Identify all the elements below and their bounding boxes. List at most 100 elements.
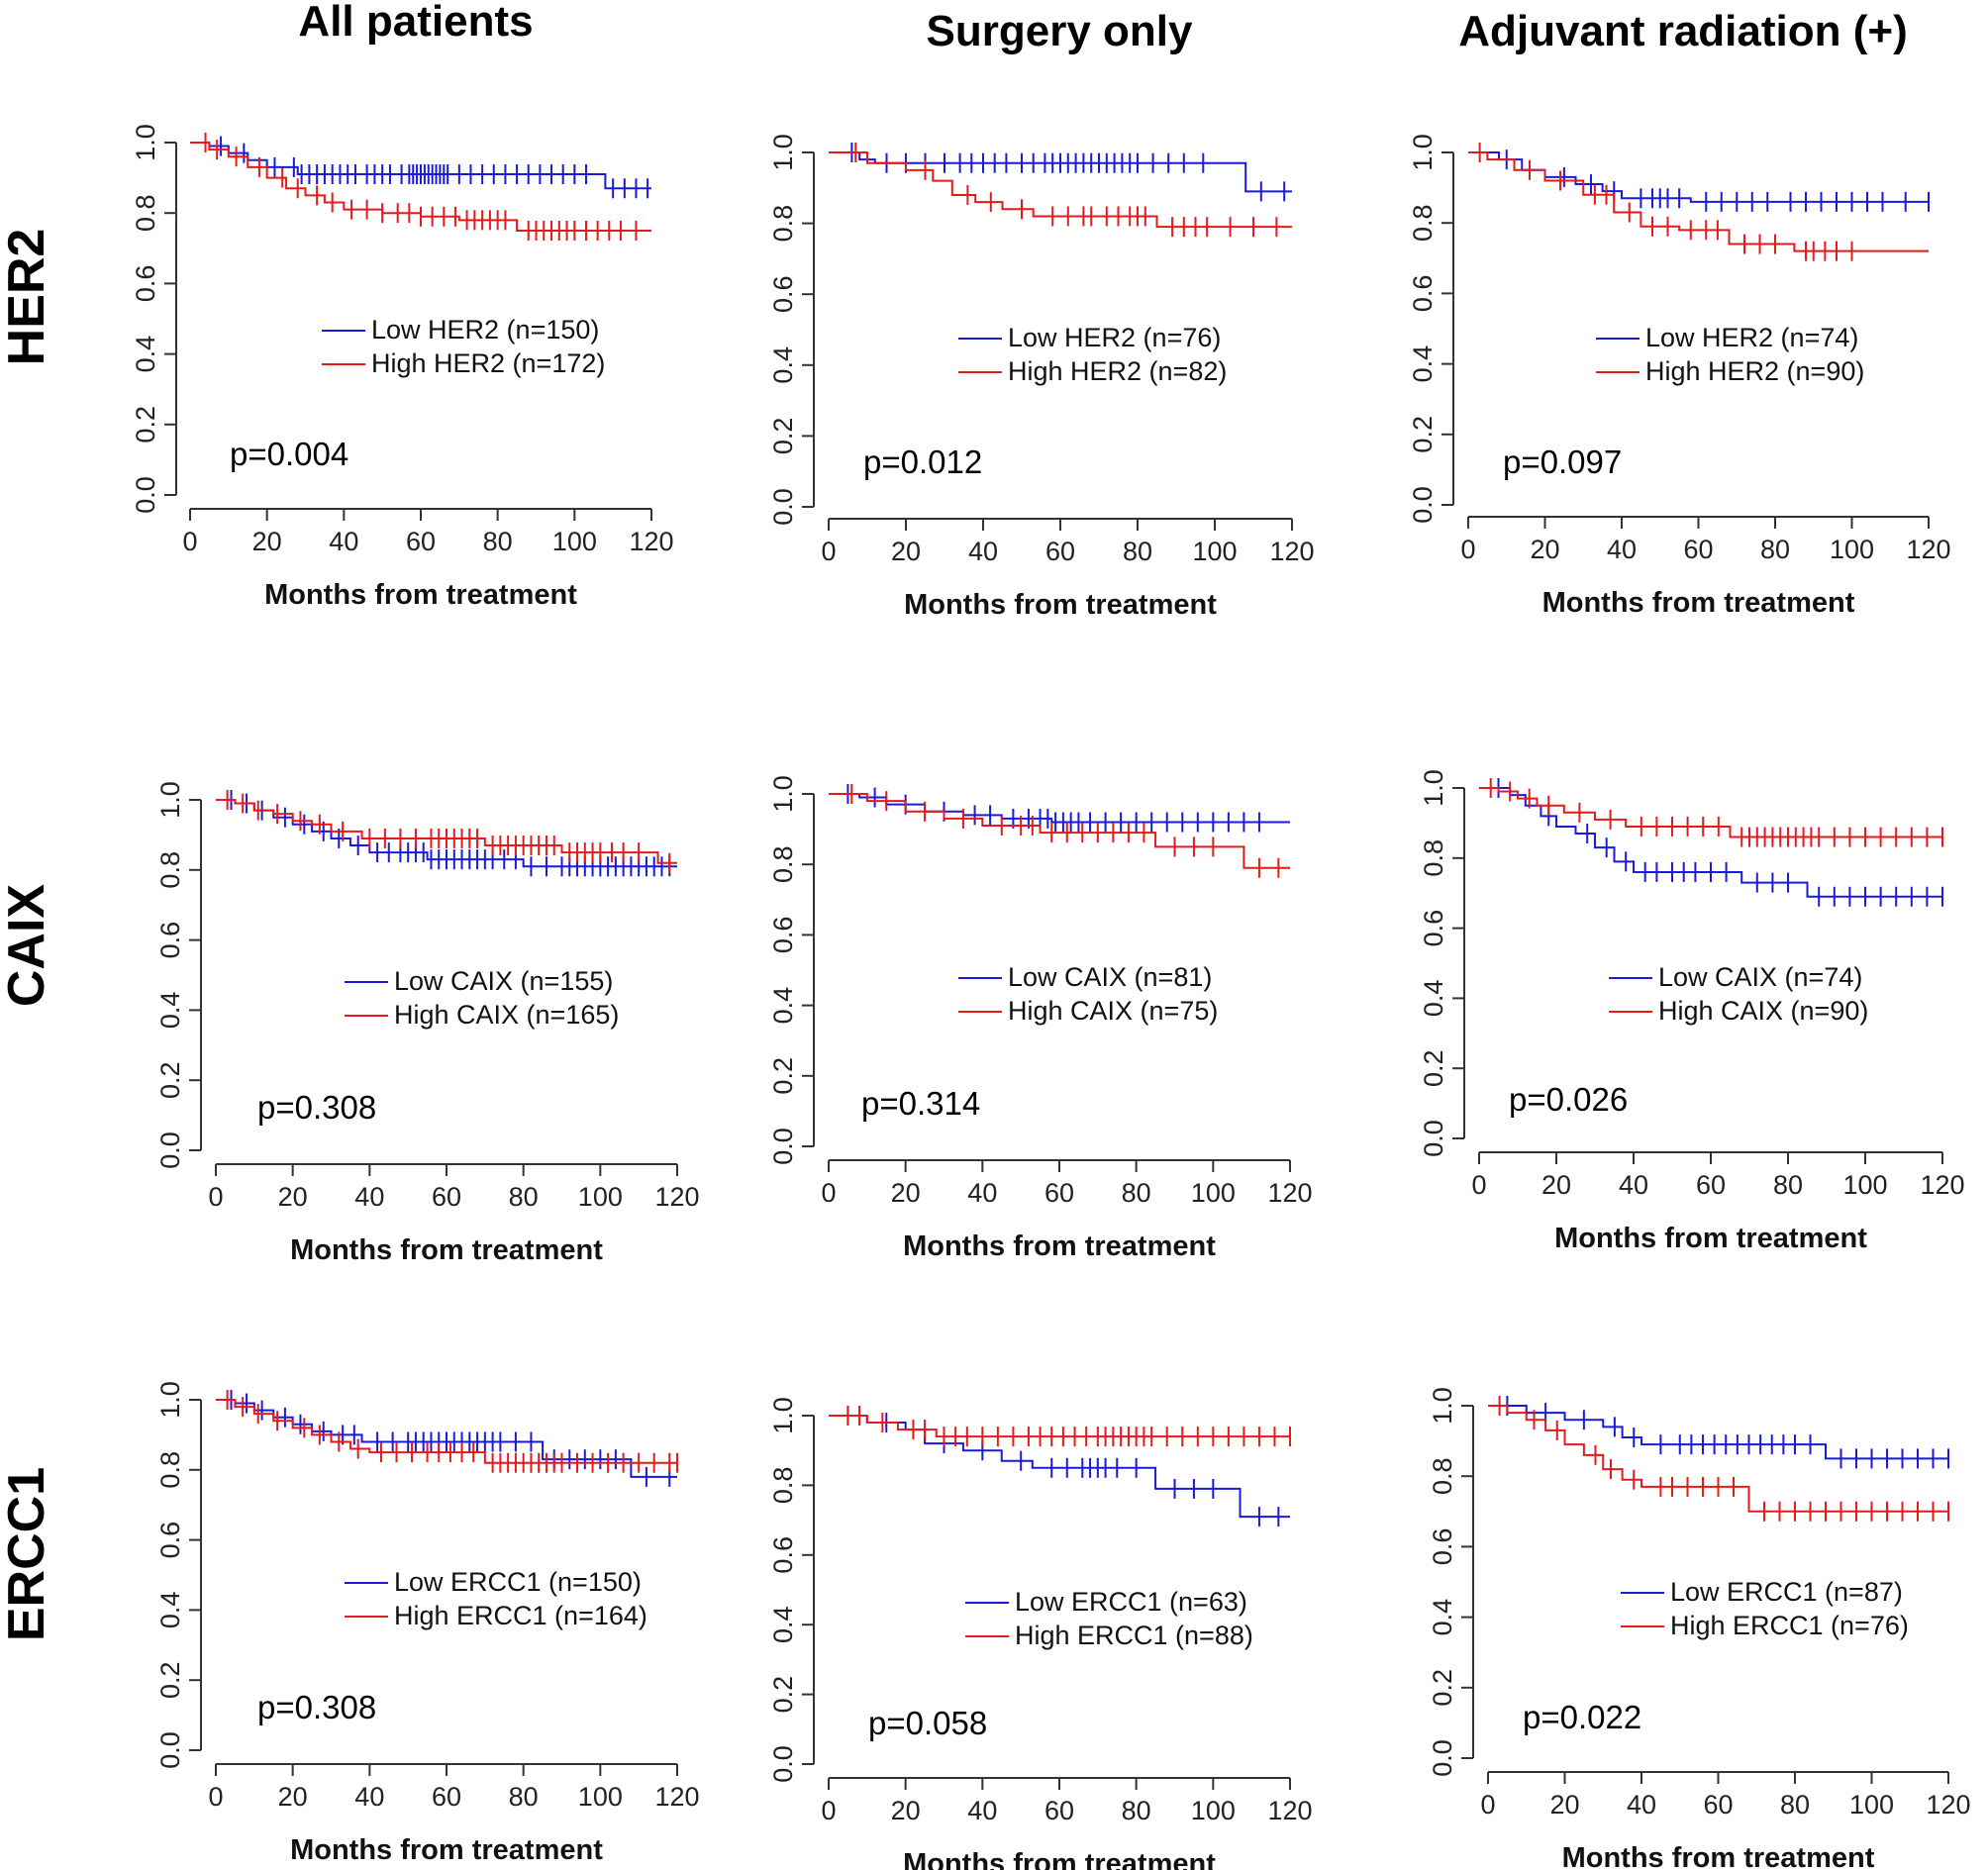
x-tick-label: 20 [1530, 535, 1559, 564]
legend-label: Low ERCC1 (n=150) [394, 1567, 642, 1597]
x-tick-label: 80 [1760, 535, 1790, 564]
legend-label: High HER2 (n=172) [371, 348, 605, 378]
y-tick-label: 0.8 [768, 1467, 798, 1505]
x-tick-label: 120 [654, 1782, 699, 1812]
km-series-high [829, 784, 1290, 878]
p-value: p=0.097 [1503, 443, 1622, 480]
x-tick-label: 20 [1549, 1790, 1579, 1820]
x-tick-label: 60 [1696, 1170, 1726, 1200]
x-axis-label: Months from treatment [903, 1848, 1216, 1870]
y-tick-label: 0.8 [1428, 1457, 1457, 1495]
x-tick-label: 80 [483, 527, 513, 556]
km-panel-caix-surgery-only: 0.0 0.2 0.4 0.6 0.8 1.0 0 20 40 60 80 100 120 Months … [768, 775, 1313, 1262]
x-axis-label: Months from treatment [1542, 587, 1855, 619]
x-tick-label: 0 [208, 1182, 223, 1212]
x-tick-label: 100 [1192, 537, 1237, 566]
y-tick-label: 0.4 [1408, 345, 1438, 383]
x-tick-label: 60 [432, 1782, 461, 1812]
survival-curve [1479, 787, 1942, 838]
y-tick-label: 0.8 [1419, 839, 1448, 877]
y-tick-label: 0.6 [768, 917, 798, 954]
survival-curve [829, 1415, 1290, 1438]
km-series-low [1488, 1396, 1949, 1469]
survival-curve [829, 793, 1290, 824]
y-tick-label: 0.4 [155, 1592, 185, 1629]
km-series-low [190, 136, 651, 199]
x-tick-label: 0 [182, 527, 197, 556]
y-tick-label: 0.8 [155, 1451, 185, 1489]
legend-label: High HER2 (n=82) [1008, 356, 1227, 386]
x-tick-label: 80 [1780, 1790, 1810, 1820]
x-tick-label: 20 [891, 1796, 921, 1825]
x-tick-label: 40 [329, 527, 358, 556]
legend-label: High ERCC1 (n=164) [394, 1601, 647, 1630]
y-tick-label: 0.8 [768, 205, 798, 243]
y-tick-label: 0.6 [1428, 1528, 1457, 1566]
y-tick-label: 0.0 [768, 488, 798, 526]
y-tick-label: 0.2 [1408, 416, 1438, 453]
p-value: p=0.308 [257, 1689, 376, 1725]
y-tick-label: 0.2 [155, 1661, 185, 1699]
x-tick-label: 20 [891, 537, 921, 566]
y-tick-label: 0.2 [131, 406, 160, 443]
km-series-high [190, 133, 651, 241]
y-tick-label: 0.4 [155, 992, 185, 1030]
p-value: p=0.026 [1509, 1081, 1628, 1118]
y-tick-label: 0.4 [131, 336, 160, 373]
x-tick-label: 120 [654, 1182, 699, 1212]
y-tick-label: 1.0 [1419, 769, 1448, 807]
panel-grid: 0.0 0.2 0.4 0.6 0.8 1.0 0 20 40 60 80 100 120 Months … [131, 124, 1971, 1870]
x-tick-label: 120 [1906, 535, 1950, 564]
legend-label: Low ERCC1 (n=63) [1015, 1587, 1247, 1617]
x-tick-label: 100 [1191, 1178, 1236, 1208]
km-series-low [1468, 149, 1930, 212]
legend-label: Low HER2 (n=150) [371, 315, 599, 344]
legend-label: High CAIX (n=75) [1008, 996, 1218, 1026]
x-tick-label: 40 [354, 1782, 384, 1812]
km-series-low [829, 143, 1292, 202]
x-tick-label: 80 [1773, 1170, 1803, 1200]
legend-label: High HER2 (n=90) [1645, 356, 1864, 386]
x-axis-label: Months from treatment [290, 1834, 603, 1866]
x-axis-label: Months from treatment [1554, 1223, 1867, 1254]
x-tick-label: 40 [968, 537, 998, 566]
y-tick-label: 0.0 [155, 1731, 185, 1769]
x-tick-label: 60 [1044, 1796, 1074, 1825]
x-tick-label: 0 [821, 1796, 836, 1825]
p-value: p=0.022 [1523, 1699, 1641, 1735]
survival-curve [190, 142, 651, 190]
x-tick-label: 100 [1830, 535, 1874, 564]
km-panel-caix-adjuvant-radiation: 0.0 0.2 0.4 0.6 0.8 1.0 0 20 40 60 80 100 120 Months … [1419, 769, 1965, 1254]
x-tick-label: 100 [578, 1782, 623, 1812]
y-tick-label: 0.6 [768, 1536, 798, 1574]
x-tick-label: 120 [1920, 1170, 1964, 1200]
x-tick-label: 80 [509, 1782, 539, 1812]
legend-label: Low HER2 (n=76) [1008, 323, 1221, 352]
km-series-low [1479, 778, 1943, 907]
y-tick-label: 0.4 [768, 346, 798, 384]
row-title-her2: HER2 [0, 229, 55, 366]
y-tick-label: 0.4 [1419, 980, 1448, 1018]
y-tick-label: 0.8 [155, 851, 185, 889]
y-tick-label: 1.0 [131, 124, 160, 161]
x-tick-label: 100 [1191, 1796, 1236, 1825]
y-tick-label: 0.2 [155, 1061, 185, 1099]
legend-label: Low CAIX (n=155) [394, 966, 613, 996]
x-tick-label: 100 [1842, 1170, 1887, 1200]
x-tick-label: 60 [1683, 535, 1713, 564]
y-tick-label: 1.0 [768, 1397, 798, 1434]
x-tick-label: 40 [967, 1178, 997, 1208]
x-tick-label: 100 [552, 527, 597, 556]
y-tick-label: 1.0 [768, 775, 798, 813]
x-tick-label: 40 [1607, 535, 1637, 564]
y-tick-label: 0.4 [768, 987, 798, 1025]
column-title-all-patients: All patients [298, 0, 533, 46]
survival-curve [1479, 787, 1942, 898]
y-tick-label: 0.4 [1428, 1599, 1457, 1636]
x-tick-label: 40 [1619, 1170, 1648, 1200]
x-tick-label: 60 [1045, 537, 1075, 566]
y-tick-label: 0.8 [768, 845, 798, 883]
km-series-high [829, 143, 1292, 238]
legend-label: High CAIX (n=90) [1658, 996, 1868, 1026]
